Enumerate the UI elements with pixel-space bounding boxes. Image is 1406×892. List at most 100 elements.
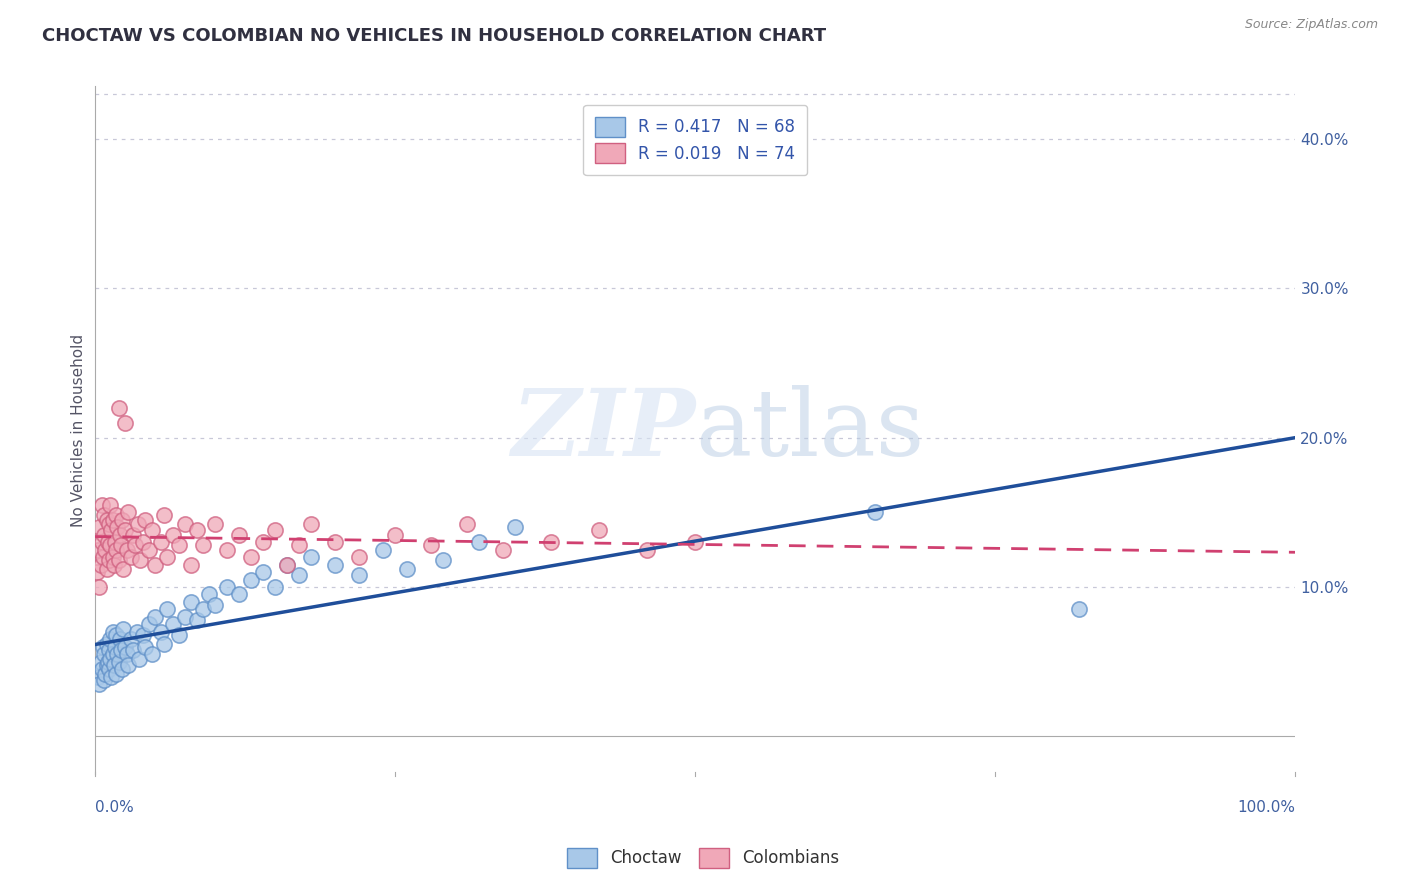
Point bbox=[134, 513, 156, 527]
Point bbox=[98, 553, 121, 567]
Point bbox=[96, 637, 118, 651]
Point bbox=[112, 622, 135, 636]
Point bbox=[167, 628, 190, 642]
Point bbox=[153, 637, 176, 651]
Point bbox=[162, 617, 184, 632]
Point bbox=[141, 523, 163, 537]
Point bbox=[120, 550, 142, 565]
Point bbox=[105, 542, 128, 557]
Text: ZIP: ZIP bbox=[510, 385, 695, 475]
Point bbox=[287, 568, 309, 582]
Point bbox=[100, 523, 122, 537]
Point bbox=[419, 538, 441, 552]
Point bbox=[131, 628, 153, 642]
Point bbox=[97, 535, 120, 549]
Point bbox=[89, 520, 111, 534]
Point bbox=[122, 642, 145, 657]
Point bbox=[100, 670, 122, 684]
Point bbox=[131, 535, 153, 549]
Point bbox=[503, 520, 526, 534]
Point bbox=[101, 647, 124, 661]
Point bbox=[93, 673, 115, 687]
Point bbox=[180, 595, 202, 609]
Point bbox=[90, 535, 112, 549]
Point bbox=[89, 677, 111, 691]
Point bbox=[105, 628, 128, 642]
Point bbox=[90, 655, 112, 669]
Point bbox=[107, 401, 129, 415]
Point bbox=[98, 517, 121, 532]
Point bbox=[94, 666, 117, 681]
Text: Source: ZipAtlas.com: Source: ZipAtlas.com bbox=[1244, 18, 1378, 31]
Point bbox=[252, 565, 274, 579]
Point bbox=[110, 642, 132, 657]
Point bbox=[263, 580, 285, 594]
Point bbox=[90, 498, 112, 512]
Text: 0.0%: 0.0% bbox=[94, 799, 134, 814]
Point bbox=[138, 617, 160, 632]
Point bbox=[115, 542, 138, 557]
Point bbox=[156, 602, 179, 616]
Point bbox=[173, 610, 195, 624]
Point bbox=[114, 640, 136, 654]
Point bbox=[215, 542, 238, 557]
Point bbox=[186, 613, 208, 627]
Point bbox=[299, 517, 322, 532]
Y-axis label: No Vehicles in Household: No Vehicles in Household bbox=[72, 334, 86, 526]
Point bbox=[204, 598, 226, 612]
Point bbox=[122, 527, 145, 541]
Point bbox=[114, 416, 136, 430]
Point bbox=[228, 527, 250, 541]
Point bbox=[197, 587, 219, 601]
Point bbox=[112, 562, 135, 576]
Legend: R = 0.417   N = 68, R = 0.019   N = 74: R = 0.417 N = 68, R = 0.019 N = 74 bbox=[583, 105, 807, 175]
Point bbox=[323, 535, 346, 549]
Point bbox=[162, 527, 184, 541]
Point bbox=[86, 565, 108, 579]
Point bbox=[191, 602, 214, 616]
Point bbox=[110, 538, 132, 552]
Point bbox=[276, 558, 298, 572]
Point bbox=[323, 558, 346, 572]
Point bbox=[107, 553, 129, 567]
Point bbox=[98, 632, 121, 647]
Point bbox=[93, 527, 115, 541]
Text: 100.0%: 100.0% bbox=[1237, 799, 1295, 814]
Point bbox=[138, 542, 160, 557]
Point bbox=[215, 580, 238, 594]
Point bbox=[276, 558, 298, 572]
Point bbox=[111, 662, 134, 676]
Point bbox=[299, 550, 322, 565]
Point bbox=[395, 562, 418, 576]
Point bbox=[97, 655, 120, 669]
Point bbox=[96, 513, 118, 527]
Point bbox=[93, 647, 115, 661]
Point bbox=[108, 527, 131, 541]
Point bbox=[94, 542, 117, 557]
Point bbox=[156, 550, 179, 565]
Point bbox=[239, 550, 262, 565]
Point bbox=[91, 550, 114, 565]
Point bbox=[149, 624, 172, 639]
Point bbox=[263, 523, 285, 537]
Point bbox=[115, 647, 138, 661]
Point bbox=[636, 542, 658, 557]
Point bbox=[124, 538, 146, 552]
Point bbox=[143, 610, 166, 624]
Point bbox=[540, 535, 562, 549]
Point bbox=[101, 550, 124, 565]
Point bbox=[287, 538, 309, 552]
Point bbox=[228, 587, 250, 601]
Point bbox=[101, 513, 124, 527]
Point bbox=[105, 508, 128, 523]
Point bbox=[91, 640, 114, 654]
Point bbox=[108, 632, 131, 647]
Point bbox=[98, 642, 121, 657]
Point bbox=[117, 657, 139, 672]
Point bbox=[107, 655, 129, 669]
Point bbox=[180, 558, 202, 572]
Point bbox=[104, 640, 127, 654]
Point bbox=[90, 558, 112, 572]
Point bbox=[173, 517, 195, 532]
Point bbox=[191, 538, 214, 552]
